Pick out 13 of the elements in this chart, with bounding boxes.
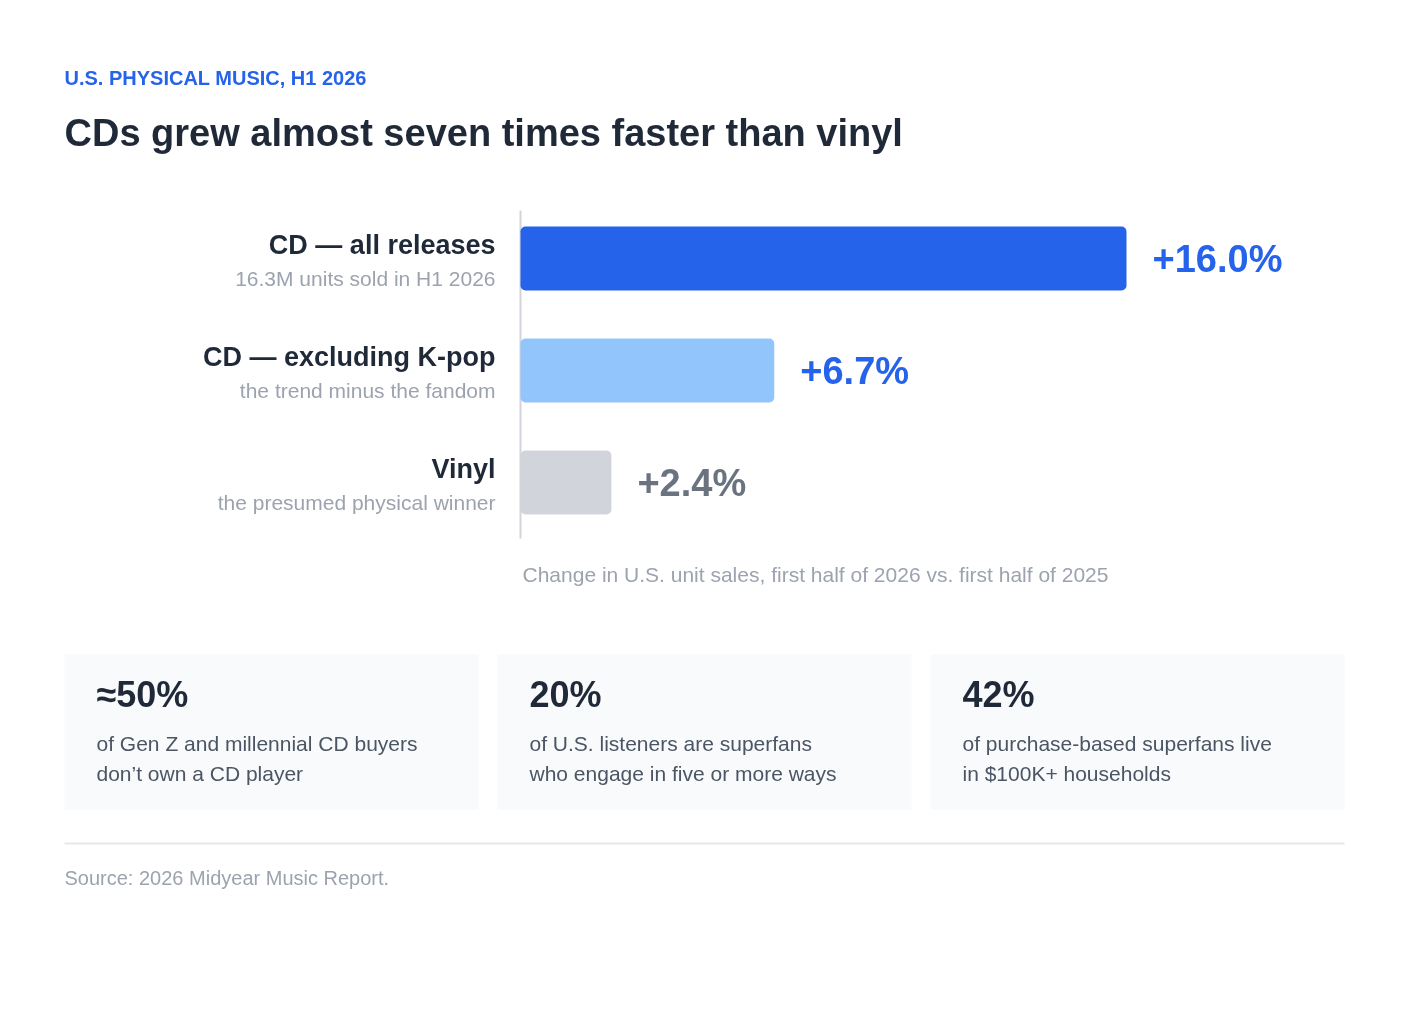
data-label: +2.4%	[637, 461, 747, 504]
text: ≈50% of Gen Z and millennial CD buyers don’t own a CD player	[96, 674, 418, 785]
chart-title: CDs grew almost seven times faster than vinyl	[64, 111, 903, 154]
y-tick-label: Vinyl the presumed physical winner	[217, 453, 496, 514]
text: 42% of purchase-based superfans live in $100K+ households	[962, 674, 1272, 785]
text: 20% of U.S. listeners are superfans who engage in five or more ways	[528, 674, 837, 785]
y-tick-label: CD — excluding K-pop the trend minus the fandom	[203, 341, 496, 402]
text: U.S. PHYSICAL MUSIC, H1 2026	[64, 66, 367, 89]
y-tick-label: CD — all releases 16.3M units sold in H1 2026	[235, 229, 496, 290]
data-label: +16.0%	[1152, 237, 1283, 280]
source-note: Source: 2026 Midyear Music Report.	[64, 866, 390, 889]
data-label: +6.7%	[800, 349, 910, 392]
x-axis-title: Change in U.S. unit sales, first half of 2026 vs. first half of 2025	[522, 563, 1109, 586]
